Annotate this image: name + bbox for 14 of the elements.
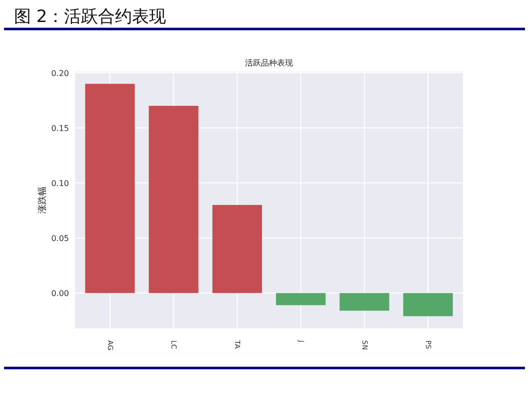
bar <box>276 293 326 306</box>
bar <box>403 293 453 316</box>
bar <box>212 204 262 294</box>
bar <box>148 106 198 294</box>
y-tick-label: 0.15 <box>51 124 69 133</box>
y-tick-label: 0.05 <box>51 234 69 243</box>
y-tick-label: 0.00 <box>51 289 69 298</box>
bar <box>85 84 135 294</box>
y-tick-label: 0.20 <box>51 68 69 78</box>
bar <box>340 293 390 311</box>
y-tick-label: 0.10 <box>51 178 69 188</box>
chart-subtitle: 图 2：活跃合约表现 <box>14 7 166 27</box>
y-axis-title: 涨跌幅 <box>37 186 48 214</box>
chart-title: 活跃品种表现 <box>245 58 293 68</box>
